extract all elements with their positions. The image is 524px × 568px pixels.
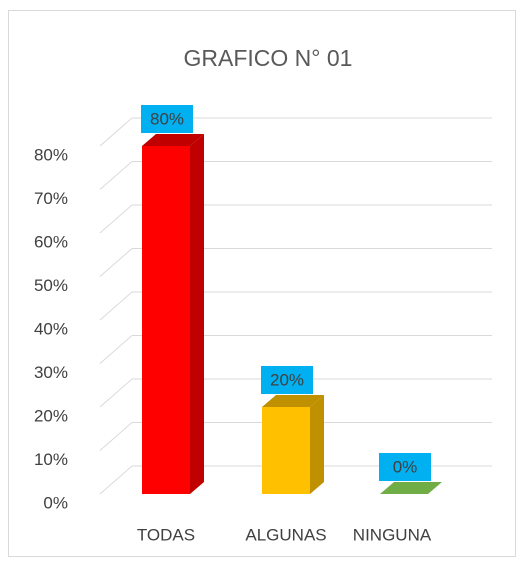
bar-top [142, 134, 204, 146]
grid-line [99, 465, 133, 495]
bar-top [380, 482, 442, 494]
grid-line [99, 117, 133, 147]
grid-line [99, 291, 133, 321]
y-tick-label: 30% [34, 363, 68, 382]
bar-side [190, 134, 204, 494]
bar-top [262, 395, 324, 407]
y-tick-label: 0% [43, 493, 68, 512]
grid-line [99, 335, 133, 364]
y-tick-label: 10% [34, 450, 68, 469]
y-tick-label: 40% [34, 319, 68, 338]
grid-line [99, 161, 133, 190]
chart-title: GRAFICO N° 01 [184, 45, 353, 71]
grid-line [99, 248, 133, 277]
y-tick-label: 50% [34, 276, 68, 295]
grid-line [99, 204, 133, 234]
value-label: 80% [150, 109, 184, 128]
bar-side [310, 395, 324, 494]
y-tick-label: 70% [34, 189, 68, 208]
x-tick-label: TODAS [137, 525, 195, 544]
value-label: 0% [393, 457, 418, 476]
y-tick-label: 60% [34, 232, 68, 251]
value-label-box [141, 105, 193, 133]
bar [142, 146, 190, 494]
value-label-box [261, 366, 313, 394]
y-tick-label: 20% [34, 406, 68, 425]
x-tick-label: ALGUNAS [245, 525, 326, 544]
y-tick-label: 80% [34, 145, 68, 164]
value-label: 20% [270, 370, 304, 389]
grid-line [99, 378, 133, 408]
value-label-box [379, 453, 431, 481]
x-tick-label: NINGUNA [353, 525, 432, 544]
bar [262, 407, 310, 494]
grid-line [99, 422, 133, 451]
